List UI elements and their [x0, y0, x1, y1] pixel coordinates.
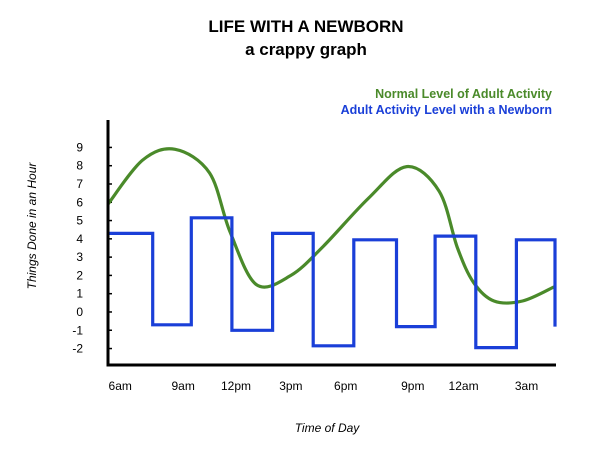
- y-tick-label: 8: [76, 159, 83, 173]
- series-line-normal-activity: [106, 147, 556, 305]
- legend-newborn-activity: Adult Activity Level with a Newborn: [341, 103, 552, 117]
- x-tick-label: 6am: [109, 379, 132, 393]
- y-tick-label: 7: [76, 177, 83, 191]
- chart-title: LIFE WITH A NEWBORN: [208, 17, 403, 36]
- x-tick-label: 12pm: [221, 379, 251, 393]
- y-tick-label: 3: [76, 250, 83, 264]
- series-layer: [106, 147, 557, 350]
- y-tick-label: 5: [76, 214, 83, 228]
- x-tick-label: 9pm: [401, 379, 424, 393]
- x-tick-label: 12am: [449, 379, 479, 393]
- x-tick-label: 3am: [515, 379, 538, 393]
- y-tick-label: 4: [76, 232, 83, 246]
- chart-subtitle: a crappy graph: [245, 40, 367, 59]
- x-tick-label: 9am: [172, 379, 195, 393]
- y-tick-label: -2: [72, 342, 83, 356]
- y-tick-label: 0: [76, 305, 83, 319]
- series-line-newborn-activity: [108, 216, 557, 350]
- y-tick-label: 9: [76, 140, 83, 154]
- legend-normal-activity: Normal Level of Adult Activity: [375, 87, 552, 101]
- x-tick-label: 3pm: [279, 379, 302, 393]
- x-tick-labels: 6am 9am 12pm 3pm 6pm 9pm 12am 3am: [109, 379, 539, 393]
- x-tick-label: 6pm: [334, 379, 357, 393]
- y-tick-label: -1: [72, 323, 83, 337]
- y-axis-label: Things Done in an Hour: [25, 162, 39, 290]
- y-tick-label: 2: [76, 268, 83, 282]
- y-tick-labels: -2 -1 0 1 2 3 4 5 6 7 8 9: [72, 140, 83, 355]
- y-tick-label: 1: [76, 287, 83, 301]
- x-axis-label: Time of Day: [295, 421, 361, 435]
- y-tick-label: 6: [76, 195, 83, 209]
